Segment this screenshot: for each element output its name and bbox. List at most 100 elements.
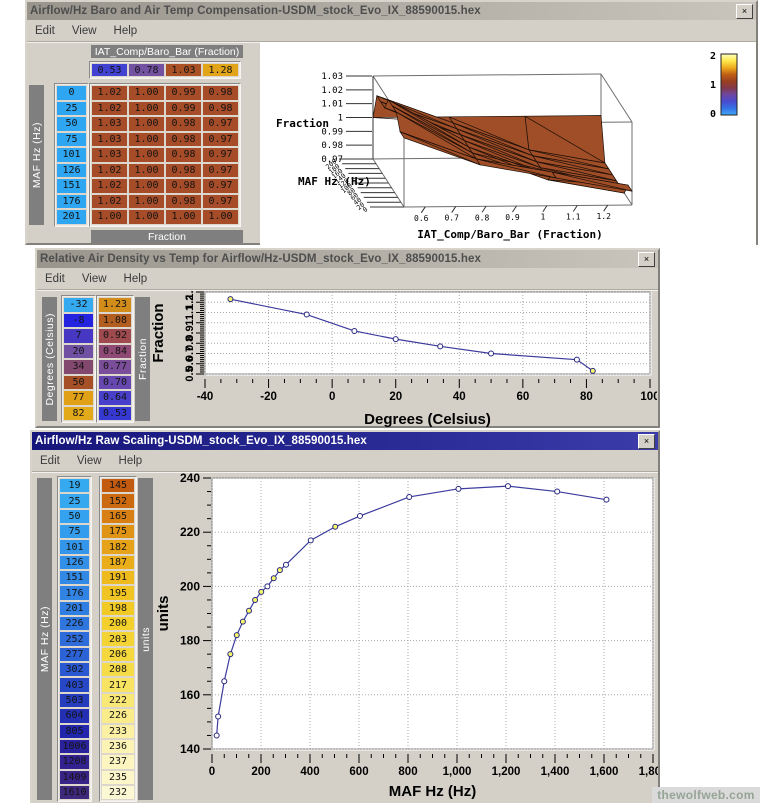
table-cell[interactable]: 1.00 [202,209,239,225]
table-cell[interactable]: -32 [63,297,94,313]
table-cell[interactable]: 1.03 [91,147,128,163]
menu-view[interactable]: View [81,272,107,285]
table-cell[interactable]: 34 [63,359,94,375]
table-cell[interactable]: 126 [59,554,90,571]
table-cell[interactable]: 201 [56,209,87,225]
table-cell[interactable]: 0.98 [165,178,202,194]
menu-help[interactable]: Help [123,272,148,285]
table-cell[interactable]: 0.98 [165,193,202,209]
table-cell[interactable]: 101 [56,147,87,163]
table-cell[interactable]: 1.00 [128,100,165,116]
table-cell[interactable]: 1.00 [128,162,165,178]
table-cell[interactable]: 1.02 [91,193,128,209]
table-cell[interactable]: 0.53 [91,63,128,77]
table-cell[interactable]: 1.00 [165,209,202,225]
menu-edit[interactable]: Edit [35,24,55,37]
table-cell[interactable]: 151 [59,570,90,586]
table-cell[interactable]: 203 [101,631,135,647]
table-cell[interactable]: 198 [101,600,135,617]
table-cell[interactable]: 0.84 [98,343,132,359]
close-icon[interactable]: × [638,433,655,449]
table-cell[interactable]: 0.99 [165,100,202,116]
table-cell[interactable]: 1610 [59,784,90,801]
table-cell[interactable]: 0.98 [165,131,202,147]
table-cell[interactable]: 0.99 [165,85,202,101]
table-cell[interactable]: 0.98 [202,100,239,116]
table-cell[interactable]: 1.00 [128,147,165,163]
table-cell[interactable]: 236 [101,738,135,755]
table-cell[interactable]: 1.03 [91,116,128,132]
table-cell[interactable]: 277 [59,646,90,663]
table-cell[interactable]: 0.98 [165,162,202,178]
table-cell[interactable]: 7 [63,328,94,344]
menu-edit[interactable]: Edit [45,272,65,285]
table-cell[interactable]: 0.97 [202,178,239,194]
menu-view[interactable]: View [76,454,102,467]
menu-help[interactable]: Help [113,24,138,37]
table-cell[interactable]: 233 [101,723,135,739]
table-cell[interactable]: 50 [63,374,94,390]
menu-edit[interactable]: Edit [40,454,60,467]
table-cell[interactable]: 187 [101,554,135,571]
table-cell[interactable]: 175 [101,524,135,540]
table-cell[interactable]: 1.00 [91,209,128,225]
close-icon[interactable]: × [638,251,655,267]
table-cell[interactable]: 0.77 [98,359,132,375]
table-cell[interactable]: 152 [101,493,135,509]
table-cell[interactable]: 252 [59,631,90,647]
close-icon[interactable]: × [736,3,753,19]
table-cell[interactable]: 226 [59,616,90,632]
table-cell[interactable]: 1.02 [91,162,128,178]
table-cell[interactable]: 20 [63,343,94,359]
table-cell[interactable]: 235 [101,769,135,785]
table-cell[interactable]: 1.00 [128,178,165,194]
table-cell[interactable]: 1.02 [91,178,128,194]
table-cell[interactable]: 232 [101,784,135,801]
table-cell[interactable]: 0.97 [202,147,239,163]
table-cell[interactable]: 101 [59,539,90,555]
titlebar[interactable]: Relative Air Density vs Temp for Airflow… [37,250,658,268]
table-cell[interactable]: 0 [56,85,87,101]
table-cell[interactable]: 302 [59,662,90,678]
table-cell[interactable]: 1.08 [98,312,132,328]
table-cell[interactable]: 0.97 [202,193,239,209]
table-cell[interactable]: 1208 [59,754,90,770]
table-cell[interactable]: 0.92 [98,328,132,344]
table-cell[interactable]: 182 [101,539,135,555]
table-cell[interactable]: 195 [101,585,135,601]
table-cell[interactable]: 126 [56,162,87,178]
table-cell[interactable]: 25 [56,100,87,116]
table-cell[interactable]: 1.00 [128,193,165,209]
table-cell[interactable]: 77 [63,390,94,406]
table-cell[interactable]: 25 [59,493,90,509]
table-cell[interactable]: 1.00 [128,131,165,147]
table-cell[interactable]: 604 [59,708,90,724]
titlebar[interactable]: Airflow/Hz Baro and Air Temp Compensatio… [27,2,756,20]
table-cell[interactable]: 176 [56,193,87,209]
table-cell[interactable]: 176 [59,585,90,601]
table-cell[interactable]: 0.97 [202,131,239,147]
table-cell[interactable]: 0.78 [128,63,165,77]
table-cell[interactable]: 165 [101,508,135,525]
table-cell[interactable]: 1.03 [165,63,202,77]
table-cell[interactable]: 201 [59,600,90,617]
table-cell[interactable]: 0.97 [202,116,239,132]
table-cell[interactable]: 503 [59,692,90,709]
table-cell[interactable]: 1.23 [98,297,132,313]
table-cell[interactable]: -8 [63,312,94,328]
table-cell[interactable]: 1.00 [128,116,165,132]
table-cell[interactable]: 145 [101,478,135,494]
table-cell[interactable]: 50 [56,116,87,132]
table-cell[interactable]: 75 [56,131,87,147]
table-cell[interactable]: 208 [101,662,135,678]
table-cell[interactable]: 217 [101,677,135,693]
table-cell[interactable]: 151 [56,178,87,194]
table-cell[interactable]: 1.02 [91,85,128,101]
table-cell[interactable]: 206 [101,646,135,663]
table-cell[interactable]: 226 [101,708,135,724]
menu-help[interactable]: Help [118,454,143,467]
table-cell[interactable]: 222 [101,692,135,709]
table-cell[interactable]: 19 [59,478,90,494]
table-cell[interactable]: 75 [59,524,90,540]
table-cell[interactable]: 0.70 [98,374,132,390]
